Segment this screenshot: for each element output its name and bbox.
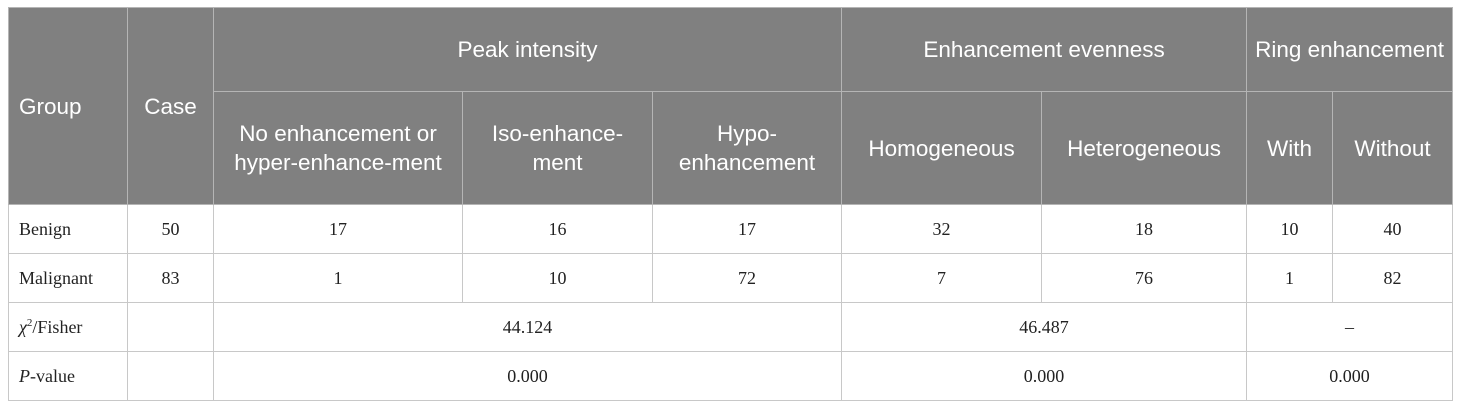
cell-hypo: 17 — [651, 204, 843, 254]
cell-heterogeneous: 18 — [1041, 204, 1248, 254]
col-header-case: Case — [127, 7, 214, 205]
cell-iso: 10 — [462, 253, 653, 303]
cell-without: 82 — [1332, 253, 1454, 303]
col-header-group: Group — [8, 7, 128, 205]
table-header: Group Case Peak intensity Enhancement ev… — [8, 7, 1454, 205]
p-enhancement-evenness: 0.000 — [841, 351, 1248, 401]
col-header-ring-enhancement: Ring enhancement — [1246, 7, 1454, 92]
cell-with: 1 — [1246, 253, 1334, 303]
p-peak-intensity: 0.000 — [212, 351, 843, 401]
chi-square-row: χ2/Fisher 44.124 46.487 – — [8, 302, 1454, 352]
subheader-iso-enhancement: Iso-enhance-ment — [462, 91, 653, 205]
subheader-without: Without — [1332, 91, 1454, 205]
subheader-no-enhancement: No enhancement or hyper-enhance-ment — [213, 91, 463, 205]
chi-ring-enhancement: – — [1246, 302, 1454, 352]
p-symbol: P — [19, 365, 30, 386]
cell-case: 83 — [127, 253, 214, 303]
cell-with: 10 — [1246, 204, 1334, 254]
chi-superscript: 2 — [26, 316, 33, 329]
chi-label-suffix: /Fisher — [32, 316, 83, 337]
table-row: Benign 50 17 16 17 32 18 10 40 — [8, 204, 1454, 254]
subheader-with: With — [1246, 91, 1334, 205]
col-header-peak-intensity: Peak intensity — [212, 7, 843, 92]
cell-no-enhancement: 1 — [213, 253, 463, 303]
cell-homogeneous: 7 — [841, 253, 1043, 303]
cell-empty — [127, 302, 214, 352]
p-value-label: P-value — [8, 351, 128, 401]
p-label-suffix: -value — [30, 365, 75, 386]
cell-group: Benign — [8, 204, 128, 254]
table-row: Malignant 83 1 10 72 7 76 1 82 — [8, 253, 1454, 303]
data-table: Group Case Peak intensity Enhancement ev… — [8, 7, 1454, 401]
cell-heterogeneous: 76 — [1041, 253, 1248, 303]
chi-peak-intensity: 44.124 — [212, 302, 843, 352]
subheader-hypo-enhancement: Hypo-enhancement — [651, 91, 843, 205]
cell-iso: 16 — [462, 204, 653, 254]
cell-empty — [127, 351, 214, 401]
chi-square-label: χ2/Fisher — [8, 302, 128, 352]
col-header-enhancement-evenness: Enhancement evenness — [841, 7, 1248, 92]
cell-hypo: 72 — [651, 253, 843, 303]
p-ring-enhancement: 0.000 — [1246, 351, 1454, 401]
chi-enhancement-evenness: 46.487 — [841, 302, 1248, 352]
cell-without: 40 — [1332, 204, 1454, 254]
cell-homogeneous: 32 — [841, 204, 1043, 254]
p-value-row: P-value 0.000 0.000 0.000 — [8, 351, 1454, 401]
cell-group: Malignant — [8, 253, 128, 303]
subheader-heterogeneous: Heterogeneous — [1041, 91, 1248, 205]
cell-case: 50 — [127, 204, 214, 254]
cell-no-enhancement: 17 — [213, 204, 463, 254]
chi-symbol: χ — [19, 316, 27, 337]
subheader-homogeneous: Homogeneous — [841, 91, 1043, 205]
